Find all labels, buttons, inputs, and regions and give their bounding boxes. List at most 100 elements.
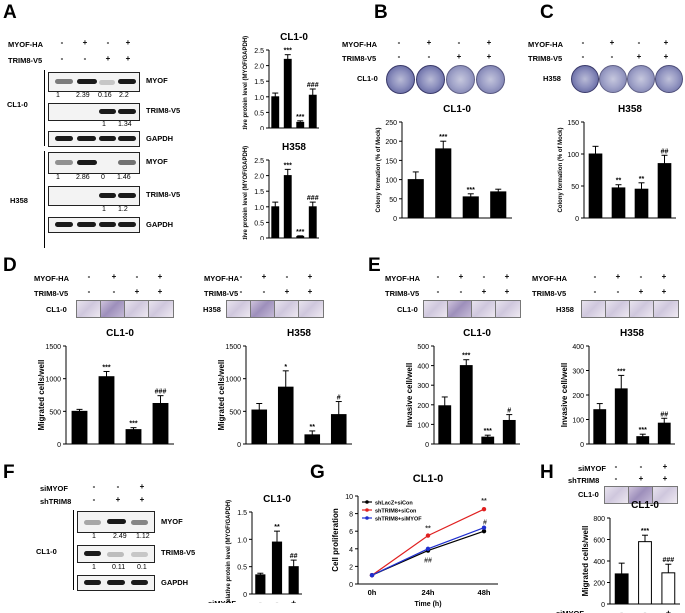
significance-mark: #: [337, 395, 341, 402]
panel-letter-g: G: [310, 462, 325, 483]
y-tick-label: 50: [389, 197, 397, 204]
sign: -: [414, 222, 417, 223]
sign: +: [616, 222, 621, 223]
sign: -: [87, 287, 91, 296]
sign: +: [486, 38, 492, 47]
chart-g-proliferation: CL1-0 0 2 4 6 8 10 0h 24h 48h Time (h) Cell prolife…: [331, 473, 498, 608]
y-tick-label: 600: [593, 538, 605, 545]
label-myof: MYOF: [146, 157, 168, 166]
blot-f-trim8: [77, 545, 155, 563]
chart-d-cl10: CL1-0 0 500 1000 1500 Migrated cells/well - - **…: [4, 328, 174, 450]
significance-mark: #: [507, 408, 511, 415]
colony-dish: [599, 65, 627, 93]
significance-mark: **: [639, 176, 645, 183]
quant: 0.1: [137, 564, 147, 571]
significance-mark: ***: [296, 114, 304, 121]
y-tick-label: 1500: [45, 344, 61, 351]
sign: -: [459, 287, 463, 296]
sign: +: [619, 448, 624, 450]
bar: [152, 402, 169, 445]
quant: 1: [92, 533, 96, 540]
sign: -: [258, 448, 261, 450]
significance-mark: ***: [439, 134, 447, 141]
blot-f-myof: [77, 511, 155, 533]
colony-dish: [627, 65, 655, 93]
sign: +: [307, 272, 313, 281]
significance-mark: ***: [639, 427, 647, 434]
sign: +: [662, 222, 667, 223]
panel-letter-f: F: [3, 462, 15, 483]
bar: [657, 163, 672, 219]
significance-mark: #: [483, 520, 487, 527]
sign: -: [132, 448, 135, 450]
sign: -: [262, 287, 266, 296]
y-tick-label: 8: [349, 512, 353, 519]
sign: +: [507, 448, 512, 450]
bar: [277, 386, 294, 445]
sign: -: [581, 38, 585, 47]
sign: +: [636, 52, 642, 61]
significance-mark: ##: [290, 553, 298, 560]
chart-title: CL1-0: [263, 494, 291, 505]
transwell-image: [274, 300, 300, 318]
data-point: [481, 529, 487, 534]
panel-letter-d: D: [3, 255, 17, 276]
significance-mark: ###: [155, 389, 167, 396]
sign: +: [456, 52, 462, 61]
sign: +: [663, 38, 669, 47]
sign: +: [662, 448, 667, 450]
sign: +: [666, 608, 671, 613]
y-tick-label: 100: [417, 422, 429, 429]
y-tick-label: 0: [425, 442, 429, 449]
y-tick-label: 0.5: [254, 220, 264, 227]
chart-title: H358: [287, 328, 311, 339]
label-shtrim8: shTRIM8: [568, 476, 600, 485]
quant: 0.11: [112, 564, 126, 571]
label-myof-ha: MYOF-HA: [34, 274, 69, 283]
quant: 1.46: [117, 174, 131, 181]
colony-dish: [386, 65, 415, 94]
y-tick-label: 100: [572, 418, 584, 425]
significance-mark: ***: [296, 229, 304, 236]
bar: [438, 405, 452, 445]
label-cl10: CL1-0: [397, 305, 418, 314]
sign: +: [291, 598, 296, 603]
y-tick-label: 250: [385, 120, 397, 127]
chart-title: H358: [282, 142, 306, 153]
sign: -: [639, 462, 643, 471]
sign: -: [92, 482, 96, 491]
bar: [308, 206, 317, 239]
bar: [634, 188, 649, 219]
sign: +: [496, 222, 501, 223]
label-shtrim8: shTRIM8: [40, 497, 72, 506]
sign: -: [482, 272, 486, 281]
y-axis-label: Colony formation (% of Mock): [376, 128, 382, 213]
data-point: [481, 525, 487, 530]
y-tick-label: 1.0: [254, 205, 264, 212]
label-cl10: CL1-0: [357, 74, 378, 83]
y-tick-label: 100: [385, 178, 397, 185]
y-tick-label: 0: [260, 126, 264, 130]
bar: [296, 121, 305, 129]
y-tick-label: 0: [260, 236, 264, 240]
chart-title: H358: [618, 104, 642, 115]
chart-title: CL1-0: [443, 104, 471, 115]
x-tick-label: 24h: [422, 588, 435, 597]
y-tick-label: 150: [385, 158, 397, 165]
bar: [255, 574, 266, 595]
row-label: siMYOF: [556, 609, 584, 613]
quant: 1: [56, 174, 60, 181]
sign: +: [504, 287, 510, 296]
y-tick-label: 0: [580, 442, 584, 449]
bar: [481, 436, 495, 445]
quant: 1.2: [118, 206, 128, 213]
legend-marker: [365, 516, 369, 520]
transwell-image: [447, 300, 473, 318]
x-tick-label: 48h: [478, 588, 491, 597]
quant: 0.16: [98, 92, 112, 99]
significance-mark: **: [616, 178, 622, 185]
sign: -: [259, 598, 262, 603]
sign: +: [663, 52, 669, 61]
label-myof: MYOF: [161, 517, 183, 526]
